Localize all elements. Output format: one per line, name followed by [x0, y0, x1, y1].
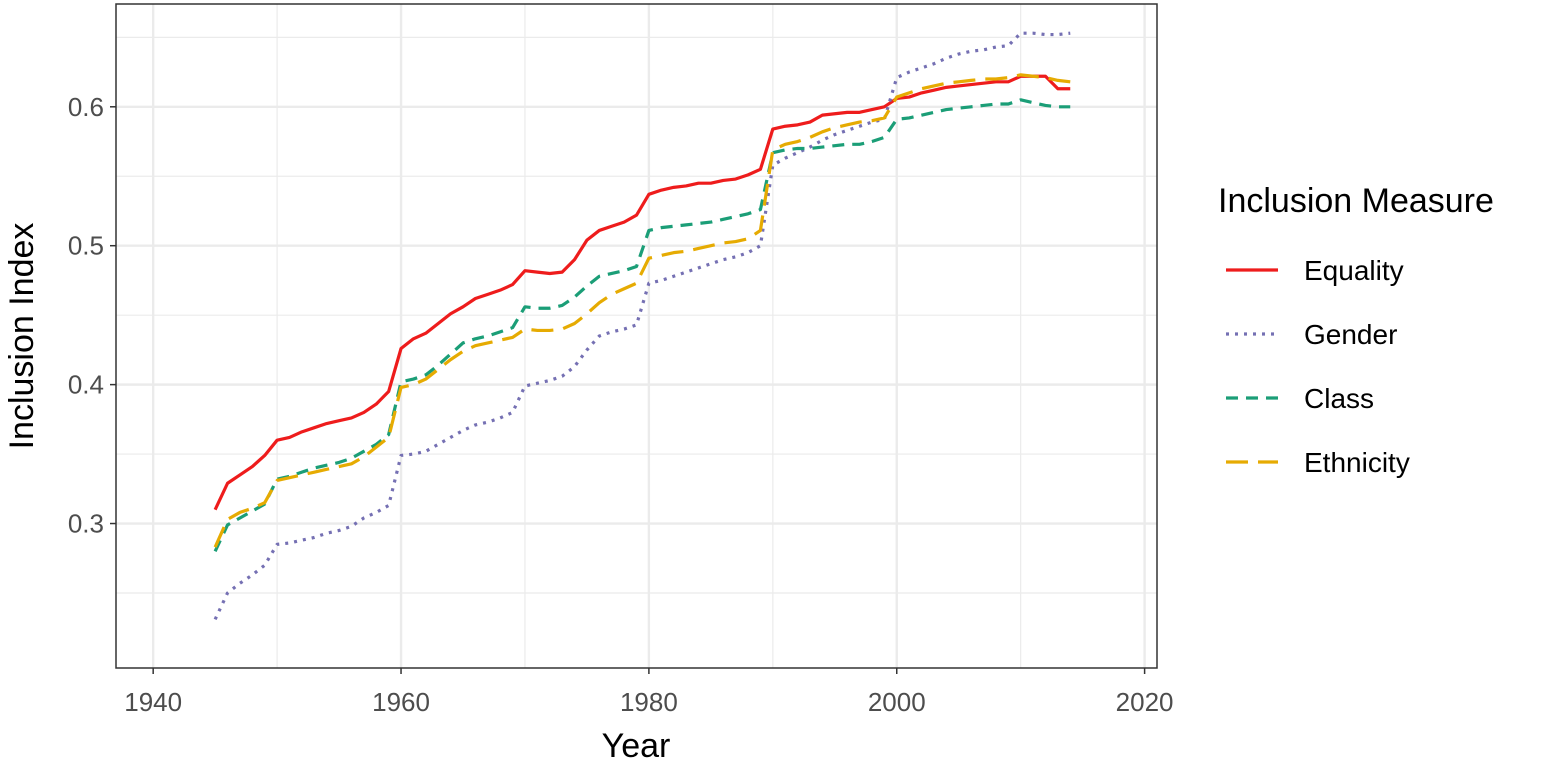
y-tick-label: 0.4 — [68, 370, 104, 400]
y-axis-title: Inclusion Index — [3, 223, 41, 450]
x-tick-label: 1980 — [620, 687, 678, 717]
x-tick-label: 1940 — [124, 687, 182, 717]
legend-items: Equality Gender Class Ethnicity — [1226, 255, 1410, 478]
legend: Inclusion Measure Equality Gender Class Eth… — [1218, 182, 1494, 478]
legend-label-equality: Equality — [1304, 255, 1404, 286]
legend-label-class: Class — [1304, 383, 1374, 414]
y-tick-label: 0.6 — [68, 92, 104, 122]
legend-label-gender: Gender — [1304, 319, 1397, 350]
plot-panel-border — [115, 3, 1158, 669]
x-tick-label: 2000 — [868, 687, 926, 717]
series-line-class — [213, 98, 1071, 552]
grid-major — [116, 4, 1157, 668]
x-axis: 1940 1960 1980 2000 2020 — [124, 668, 1174, 717]
x-tick-label: 1960 — [372, 687, 430, 717]
series-layer — [213, 31, 1071, 621]
series-line-ethnicity — [213, 73, 1071, 548]
y-tick-label: 0.3 — [68, 509, 104, 539]
series-line-equality — [213, 74, 1071, 511]
x-axis-title: Year — [602, 727, 671, 762]
x-tick-label: 2020 — [1116, 687, 1174, 717]
y-tick-label: 0.5 — [68, 231, 104, 261]
y-axis: 0.3 0.4 0.5 0.6 — [68, 92, 116, 539]
plot-background — [116, 4, 1157, 668]
legend-label-ethnicity: Ethnicity — [1304, 447, 1410, 478]
legend-title: Inclusion Measure — [1218, 182, 1494, 220]
grid-minor — [116, 4, 1157, 668]
